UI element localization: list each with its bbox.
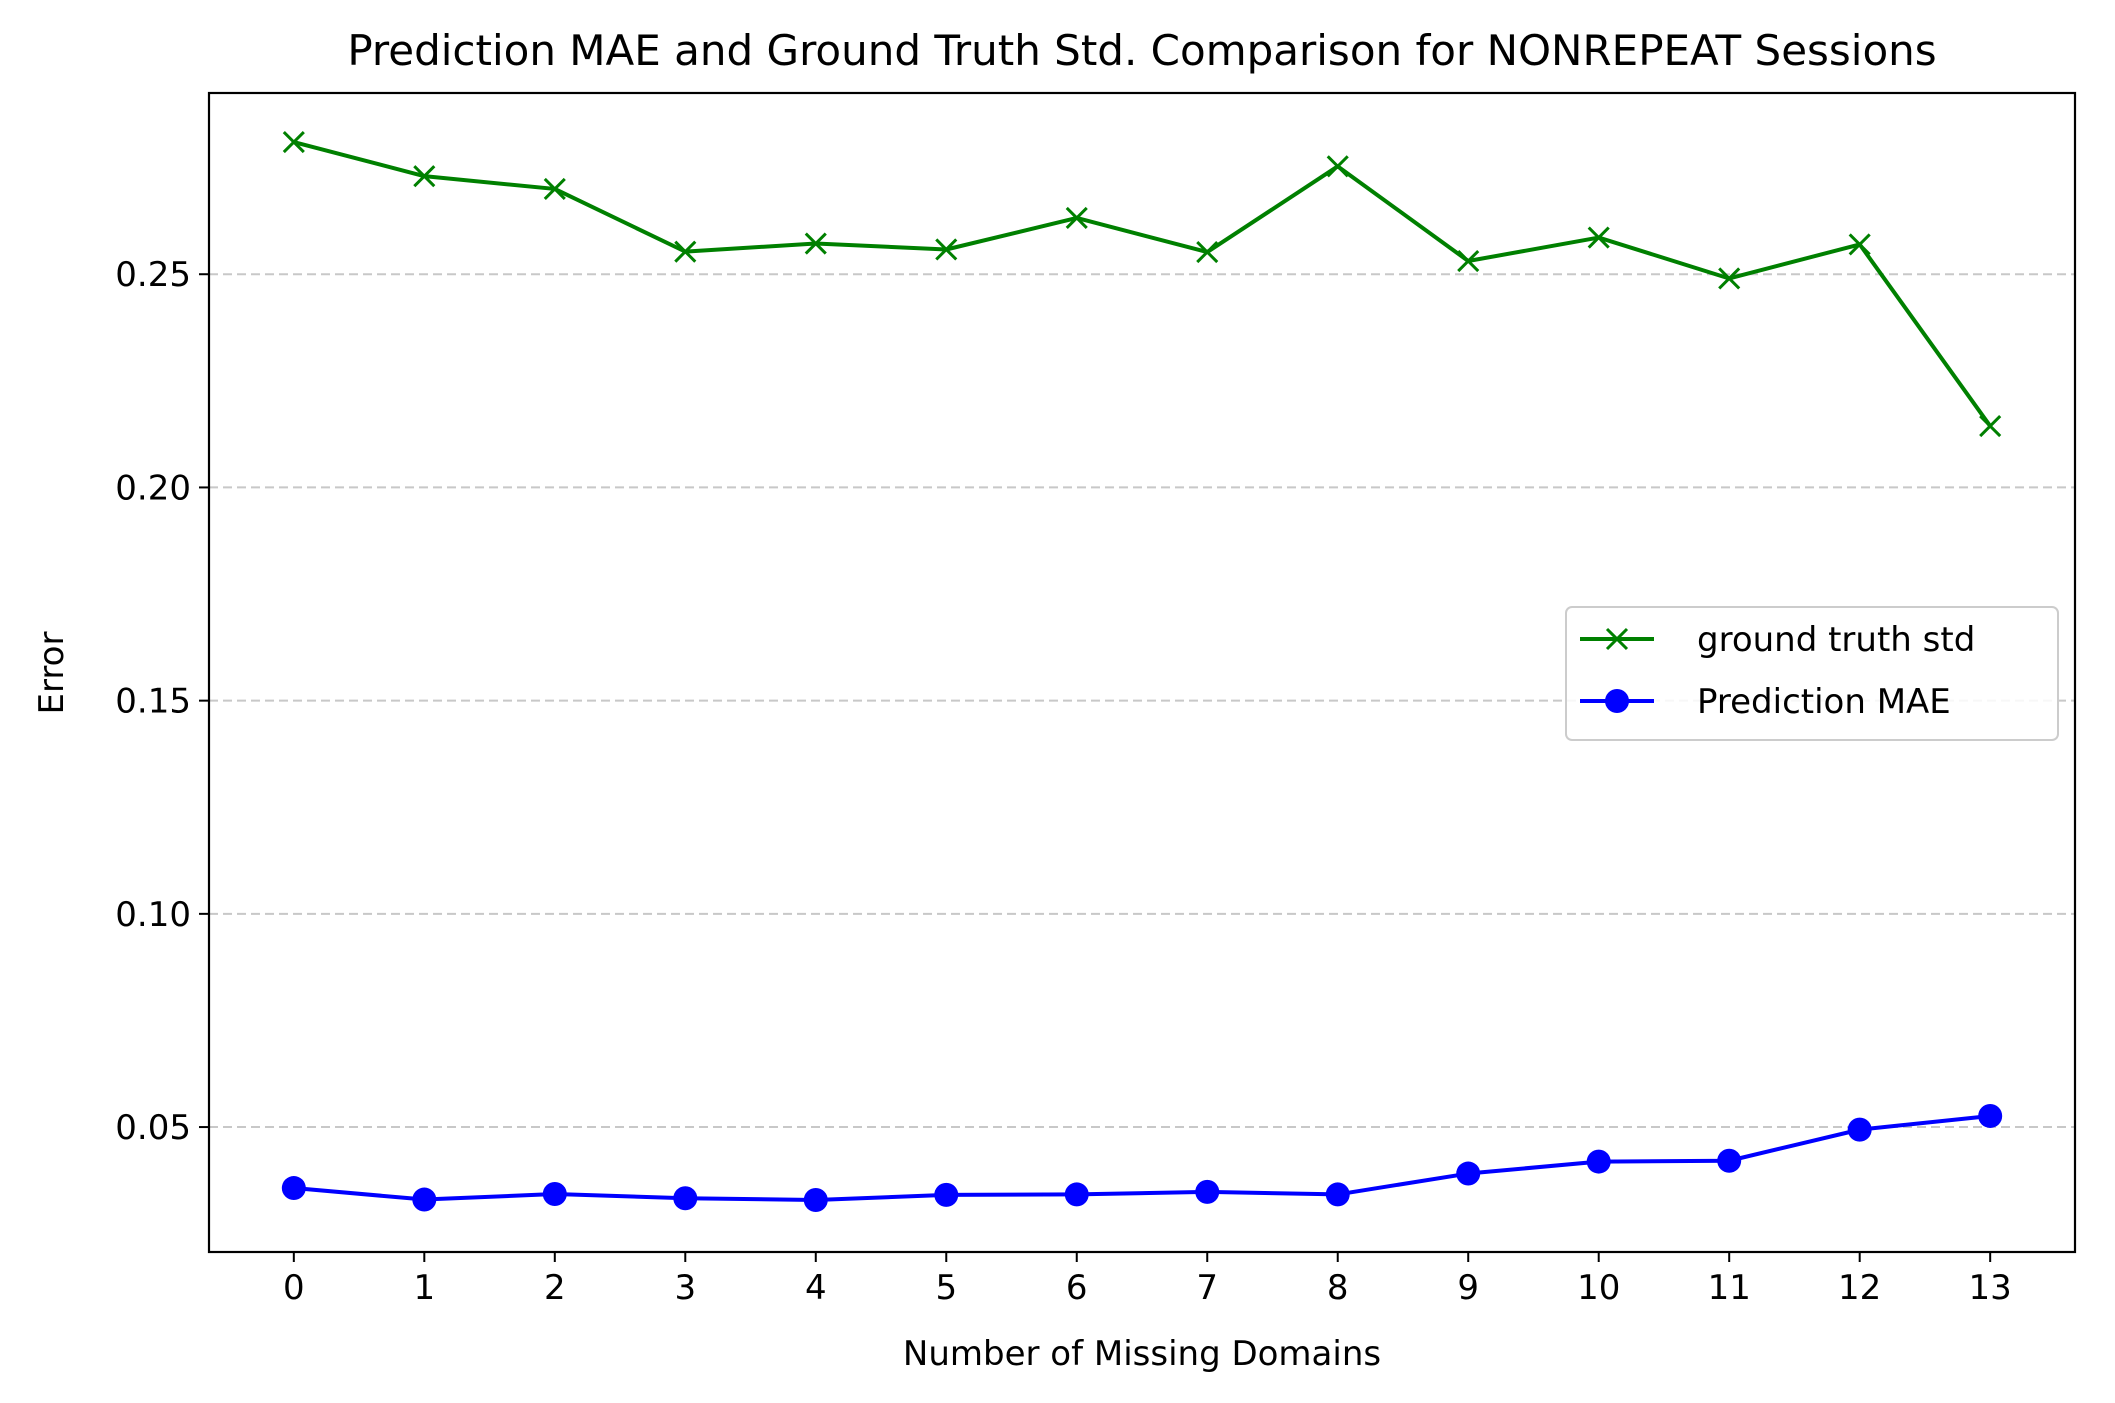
- data-point-prediction-mae: [1456, 1161, 1481, 1186]
- x-tick-label: 11: [1708, 1268, 1751, 1308]
- x-tick-label: 9: [1457, 1268, 1479, 1308]
- x-tick-label: 6: [1066, 1268, 1088, 1308]
- x-tick-label: 5: [935, 1268, 957, 1308]
- x-tick-label: 4: [805, 1268, 827, 1308]
- legend-box: [1565, 606, 2059, 741]
- y-axis-label: Error: [32, 632, 72, 715]
- legend-entry-ground-truth-std: ground truth std: [1580, 620, 1975, 660]
- data-point-prediction-mae: [673, 1186, 698, 1211]
- data-point-prediction-mae: [1717, 1148, 1742, 1173]
- data-point-prediction-mae: [1586, 1149, 1611, 1174]
- data-point-ground-truth-std: [1457, 249, 1480, 273]
- x-tick-label: 12: [1838, 1268, 1881, 1308]
- legend-entry-prediction-mae: Prediction MAE: [1580, 682, 1951, 722]
- legend: ground truth std Prediction MAE: [1565, 606, 2059, 741]
- x-tick-label: 2: [544, 1268, 566, 1308]
- series-line-prediction-mae: [293, 1113, 1991, 1202]
- data-point-prediction-mae: [1064, 1182, 1089, 1207]
- data-point-prediction-mae: [281, 1176, 306, 1201]
- data-point-ground-truth-std: [1587, 226, 1610, 249]
- data-point-prediction-mae: [542, 1182, 567, 1207]
- data-point-ground-truth-std: [1718, 267, 1741, 290]
- data-point-ground-truth-std: [1196, 240, 1219, 264]
- legend-entries: ground truth std Prediction MAE: [1580, 620, 1975, 722]
- data-point-ground-truth-std: [1848, 233, 1871, 256]
- x-tick-label: 1: [413, 1268, 435, 1308]
- x-tick-label: 8: [1327, 1268, 1349, 1308]
- x-tick-label: 13: [1969, 1268, 2012, 1308]
- data-point-ground-truth-std: [543, 177, 566, 201]
- x-tick-label: 10: [1577, 1268, 1620, 1308]
- series-line-ground-truth-std: [293, 140, 1992, 428]
- x-tick-label: 3: [674, 1268, 696, 1308]
- data-point-prediction-mae: [1325, 1182, 1350, 1207]
- legend-label-prediction-mae: Prediction MAE: [1697, 682, 1951, 722]
- data-point-prediction-mae: [934, 1182, 959, 1207]
- legend-label-ground-truth-std: ground truth std: [1697, 620, 1975, 660]
- x-tick-label: 7: [1196, 1268, 1218, 1308]
- series-prediction-mae: [281, 1103, 2003, 1212]
- data-point-prediction-mae: [1195, 1179, 1220, 1204]
- data-point-ground-truth-std: [1326, 155, 1349, 178]
- x-axis-label: Number of Missing Domains: [903, 1334, 1381, 1374]
- y-tick-label: 0.20: [115, 468, 191, 508]
- series-ground-truth-std: [282, 130, 2002, 438]
- chart-title: Prediction MAE and Ground Truth Std. Com…: [347, 26, 1936, 75]
- data-point-ground-truth-std: [282, 130, 305, 154]
- x-tick-label: 0: [283, 1268, 305, 1308]
- data-point-prediction-mae: [412, 1187, 437, 1212]
- series-layer: [281, 130, 2003, 1212]
- y-tick-label: 0.05: [115, 1108, 191, 1148]
- data-point-prediction-mae: [1847, 1117, 1872, 1142]
- data-point-ground-truth-std: [1979, 414, 2002, 438]
- plot-frame: [207, 91, 2077, 1254]
- data-point-prediction-mae: [803, 1187, 828, 1212]
- legend-marker-ground-truth-std: [1605, 627, 1629, 651]
- legend-marker-prediction-mae: [1605, 689, 1629, 713]
- ticks-layer: 0.050.100.150.200.250 1 2 3 4 5 6 7 8 9 10 11 12 13: [115, 255, 2012, 1308]
- data-point-ground-truth-std: [1065, 206, 1088, 230]
- data-point-ground-truth-std: [413, 165, 436, 188]
- y-tick-label: 0.10: [115, 895, 191, 935]
- data-point-ground-truth-std: [674, 240, 697, 263]
- y-tick-label: 0.25: [115, 255, 191, 295]
- y-tick-label: 0.15: [115, 682, 191, 722]
- data-point-ground-truth-std: [935, 238, 958, 261]
- data-point-prediction-mae: [1978, 1103, 2003, 1128]
- data-point-ground-truth-std: [804, 232, 827, 255]
